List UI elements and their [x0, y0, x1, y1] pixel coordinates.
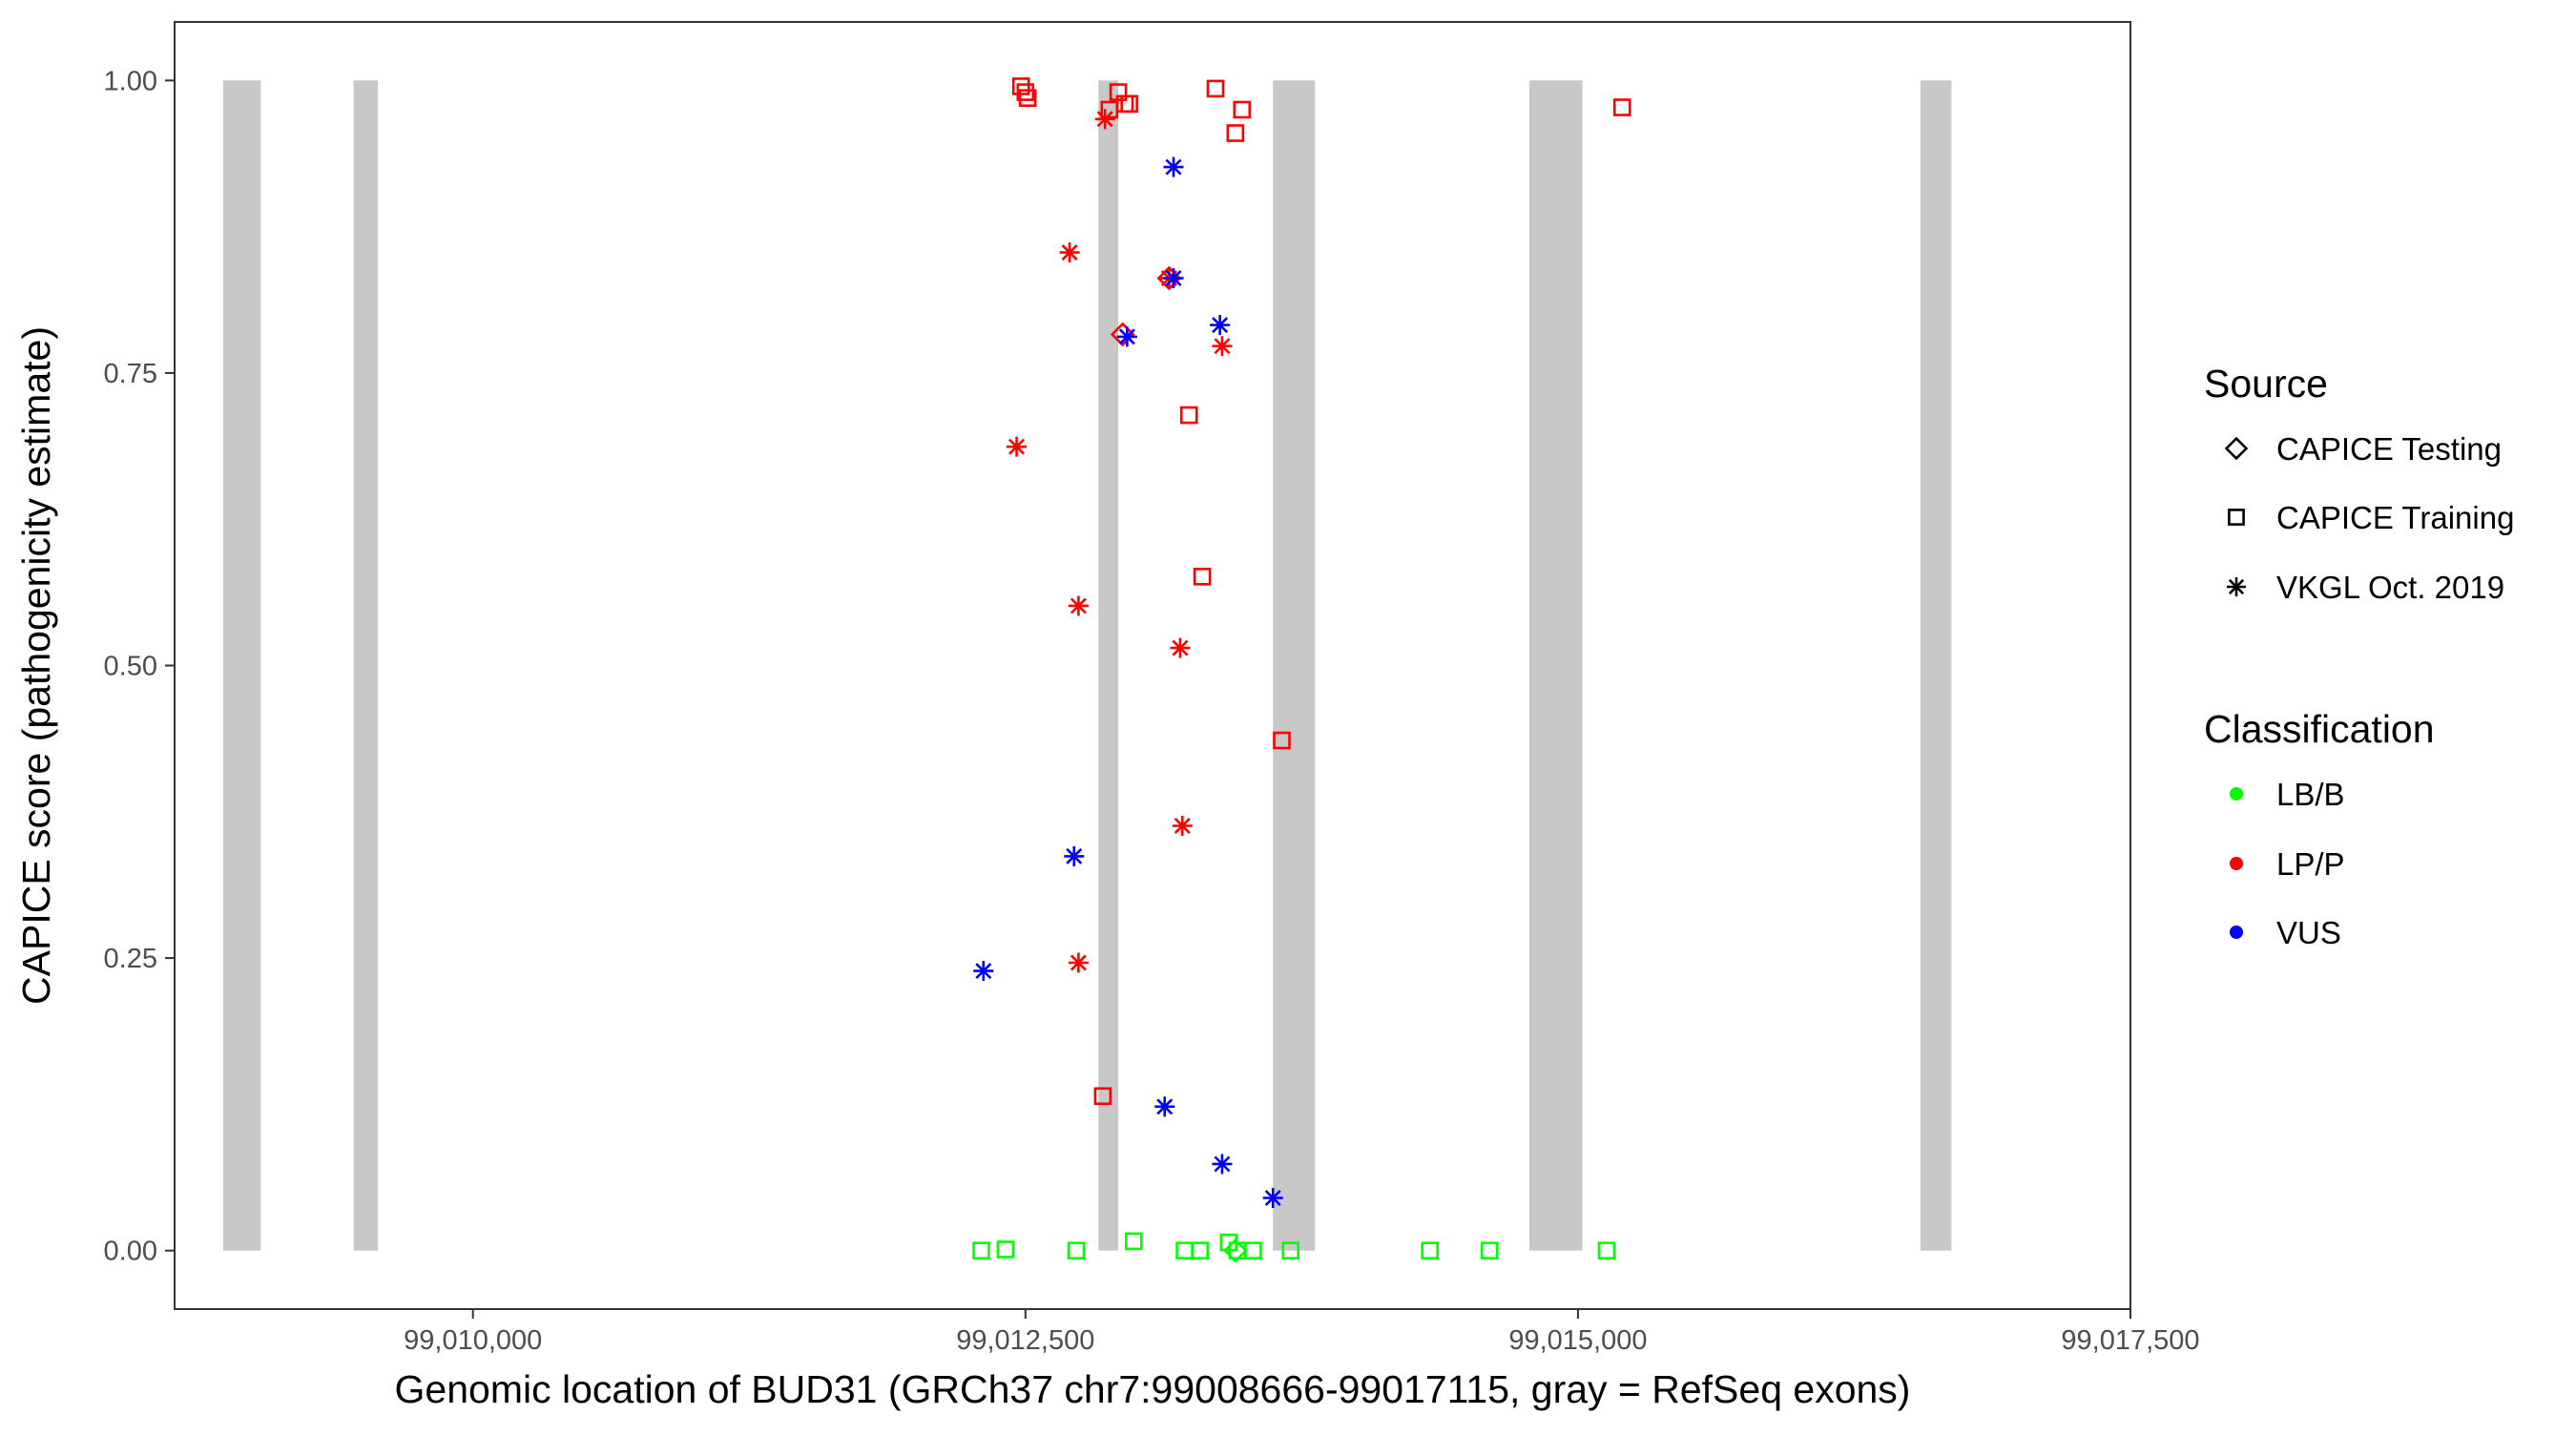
- legend-key-square: [2228, 509, 2245, 526]
- axis-layer: 99,010,000 99,012,500 99,015,000 99,017,500…: [104, 66, 2200, 1356]
- data-point-asterisk: [1116, 326, 1137, 347]
- data-point-square: [1193, 567, 1212, 586]
- data-point-asterisk: [1068, 952, 1089, 973]
- data-point-square: [1226, 124, 1245, 142]
- data-point-square: [1018, 89, 1037, 108]
- data-point-square: [1016, 83, 1035, 101]
- data-point-asterisk: [1210, 315, 1231, 336]
- exon-bar: [1528, 80, 1583, 1251]
- legend-key-color: [2230, 926, 2243, 939]
- x-tick-label: 99,015,000: [1508, 1325, 1647, 1356]
- data-point-asterisk: [1094, 109, 1115, 130]
- x-tick-label: 99,017,500: [2061, 1325, 2199, 1356]
- y-tick-label: 0.25: [104, 944, 157, 974]
- data-point-asterisk: [1163, 268, 1184, 289]
- data-point-square: [1480, 1241, 1499, 1259]
- data-point-asterisk: [1059, 242, 1080, 263]
- data-point-square: [1125, 1232, 1143, 1251]
- data-point-diamond: [1223, 1238, 1248, 1263]
- data-point-asterisk: [973, 961, 994, 982]
- data-point-asterisk: [1163, 156, 1184, 177]
- exon-bar: [1920, 80, 1952, 1251]
- exon-bar: [222, 80, 261, 1251]
- data-point-square: [1067, 1241, 1086, 1259]
- data-point-asterisk: [1154, 1096, 1175, 1117]
- legend-key-diamond: [2224, 436, 2249, 461]
- data-point-square: [1612, 98, 1631, 116]
- data-point-square: [1273, 731, 1291, 750]
- data-point-asterisk: [1068, 595, 1089, 616]
- data-point-square: [1281, 1241, 1300, 1259]
- data-point-square: [1421, 1241, 1440, 1259]
- exon-layer: [222, 80, 1952, 1251]
- legend-classification-label: VUS: [2276, 915, 2341, 950]
- legend-key-color: [2230, 857, 2243, 870]
- y-tick-label: 0.75: [104, 359, 157, 389]
- legend-source-label: CAPICE Training: [2276, 500, 2514, 535]
- legend-source-label: CAPICE Testing: [2276, 431, 2502, 467]
- x-tick-label: 99,010,000: [404, 1325, 542, 1356]
- legend-source-label: VKGL Oct. 2019: [2276, 570, 2504, 605]
- data-point-asterisk: [1262, 1187, 1283, 1208]
- point-layer: [972, 77, 1631, 1263]
- data-point-asterisk: [1007, 436, 1028, 457]
- exon-bar: [353, 80, 379, 1251]
- x-axis-title: Genomic location of BUD31 (GRCh37 chr7:9…: [395, 1367, 1911, 1411]
- legend-key-asterisk: [2227, 577, 2246, 596]
- exon-bar: [1098, 80, 1119, 1251]
- legend-classification-label: LB/B: [2276, 777, 2345, 812]
- legend-classification-entries: LB/B LP/P VUS: [2230, 777, 2345, 950]
- data-point-square: [1597, 1241, 1616, 1259]
- data-point-square: [1179, 406, 1198, 425]
- legend-source-entries: CAPICE Testing CAPICE Training VKGL Oct. 2…: [2224, 431, 2514, 605]
- legend-key-color: [2230, 787, 2243, 801]
- data-point-square: [1191, 1241, 1210, 1259]
- y-axis-title: CAPICE score (pathogenicity estimate): [14, 326, 58, 1005]
- data-point-square: [1120, 94, 1138, 114]
- y-tick-label: 0.00: [104, 1237, 157, 1267]
- data-point-square: [1093, 1087, 1112, 1106]
- data-point-square: [1206, 79, 1225, 98]
- data-point-square: [1233, 100, 1252, 119]
- x-tick-label: 99,012,500: [956, 1325, 1094, 1356]
- exon-bar: [1273, 80, 1316, 1251]
- data-point-asterisk: [1064, 845, 1085, 866]
- data-point-asterisk: [1170, 637, 1191, 658]
- data-point-diamond: [1110, 322, 1135, 347]
- y-tick-label: 0.50: [104, 652, 157, 682]
- data-point-square: [972, 1241, 990, 1259]
- y-tick-label: 1.00: [104, 66, 157, 96]
- legend-classification-title: Classification: [2204, 707, 2435, 751]
- data-point-asterisk: [1172, 816, 1193, 837]
- legend-source-title: Source: [2204, 362, 2328, 406]
- legend-classification-label: LP/P: [2276, 846, 2345, 882]
- data-point-asterisk: [1212, 1154, 1233, 1175]
- legend: Source CAPICE Testing CAPICE Training VKGL…: [2204, 362, 2514, 950]
- data-point-asterisk: [1212, 336, 1233, 357]
- data-point-square: [996, 1240, 1015, 1259]
